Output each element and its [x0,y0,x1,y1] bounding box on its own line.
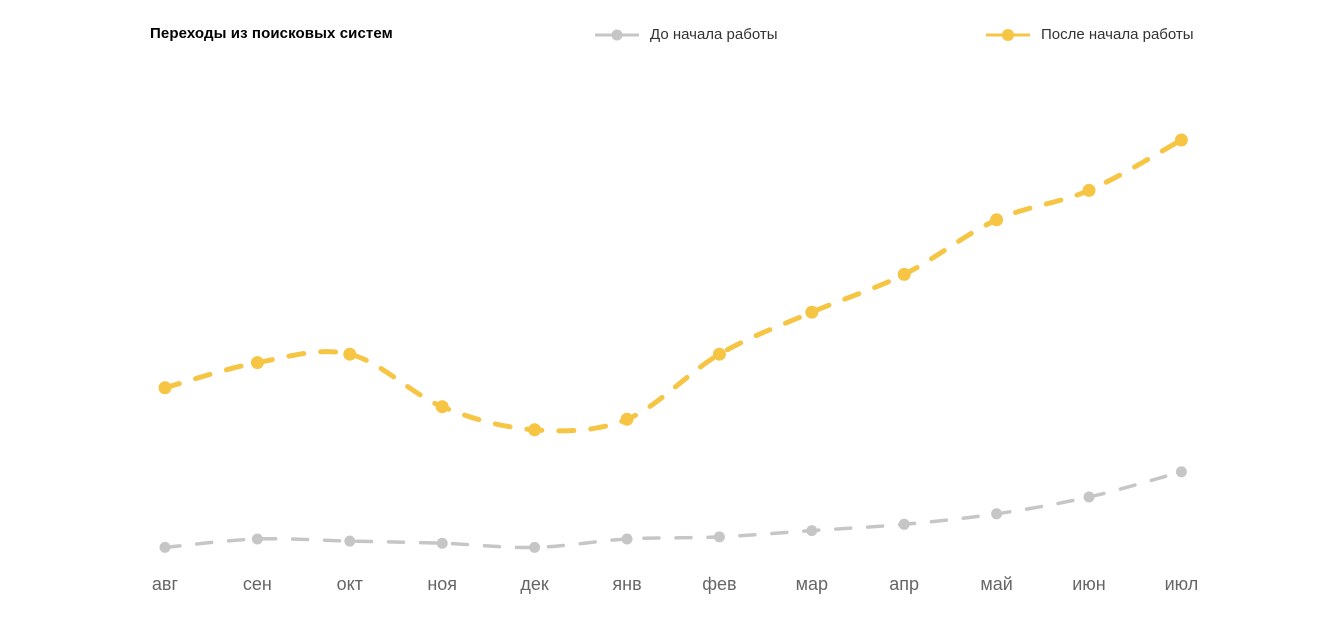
x-axis-label: дек [520,574,549,594]
data-point[interactable] [621,533,633,545]
data-point[interactable] [712,347,726,361]
data-point[interactable] [1175,466,1187,478]
legend-item-before-start[interactable]: До начала работы [595,26,778,43]
legend-label-before-start: До начала работы [650,26,778,43]
x-axis-label: сен [243,574,272,594]
series-line-after-start [162,137,1184,434]
x-axis-label: июн [1072,574,1106,594]
x-axis-label: фев [702,574,736,594]
legend-line-dot-icon [986,28,1030,41]
chart-title: Переходы из поисковых систем [150,25,393,42]
legend-item-after-start[interactable]: После начала работы [986,26,1194,43]
data-point[interactable] [805,305,819,319]
data-point[interactable] [343,347,357,361]
data-point[interactable] [344,535,356,547]
data-point[interactable] [159,541,171,553]
x-axis-label: окт [337,574,363,594]
x-axis-label: апр [889,574,919,594]
data-point[interactable] [1174,133,1188,147]
data-point[interactable] [1082,183,1096,197]
legend-line-dot-icon [595,29,639,40]
data-point[interactable] [991,508,1003,520]
data-point[interactable] [436,537,448,549]
data-point[interactable] [990,213,1004,227]
data-point[interactable] [620,412,634,426]
data-point[interactable] [897,267,911,281]
data-point[interactable] [250,356,264,370]
legend-label-after-start: После начала работы [1041,26,1194,43]
series-layer [158,133,1188,553]
x-axis-labels: авг сен окт ноя дек янв фев мар апр май июн июл [152,574,1198,594]
x-axis-label: янв [612,574,641,594]
x-axis-label: ноя [427,574,457,594]
data-point[interactable] [251,533,263,545]
x-axis-label: май [980,574,1012,594]
data-point[interactable] [898,518,910,530]
data-point[interactable] [713,531,725,543]
x-axis-label: мар [796,574,828,594]
x-axis-label: авг [152,574,179,594]
data-point[interactable] [529,541,541,553]
x-axis-label: июл [1165,574,1199,594]
data-point[interactable] [528,423,542,437]
series-line-before-start [163,470,1184,550]
data-point[interactable] [806,525,818,537]
data-point[interactable] [435,400,449,414]
data-point[interactable] [158,381,172,395]
data-point[interactable] [1083,491,1095,503]
